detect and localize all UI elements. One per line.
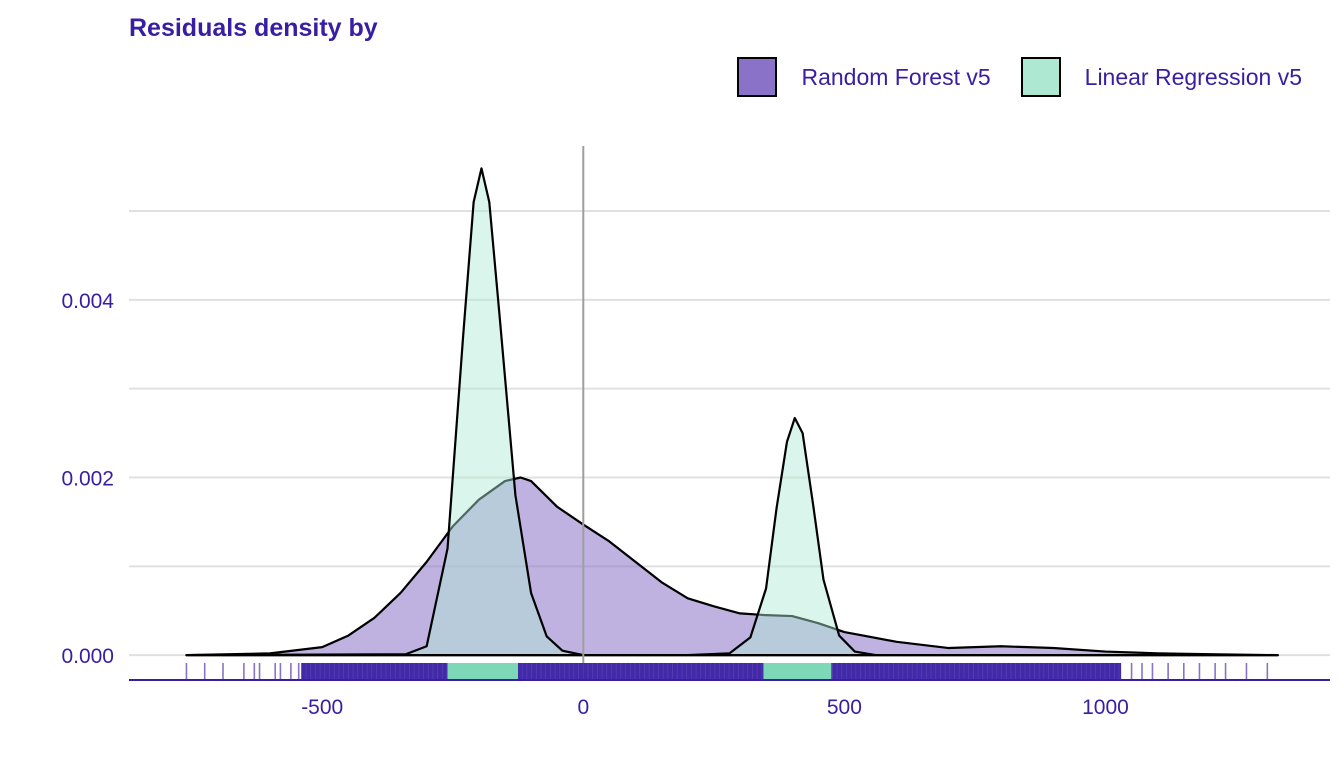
density-area-linear-regression <box>185 167 1279 657</box>
y-tick-label: 0.000 <box>61 645 114 668</box>
grid-layer <box>129 210 1330 657</box>
legend: Random Forest v5 Linear Regression v5 <box>707 57 1302 97</box>
legend-swatch-linear-regression <box>1020 57 1061 97</box>
legend-item-random-forest: Random Forest v5 <box>737 57 991 97</box>
density-area-random-forest <box>185 476 1279 657</box>
rug-layer <box>185 663 1269 680</box>
x-tick-label: 500 <box>827 696 862 719</box>
x-tick-label: 1000 <box>1082 696 1129 719</box>
legend-label-linear-regression: Linear Regression v5 <box>1084 63 1302 90</box>
x-tick-label: -500 <box>301 696 343 719</box>
legend-item-linear-regression: Linear Regression v5 <box>1020 57 1302 97</box>
chart-title: Residuals density by <box>129 14 378 42</box>
density-areas <box>185 167 1279 657</box>
legend-swatch-random-forest <box>737 57 778 97</box>
y-tick-label: 0.002 <box>61 468 114 491</box>
legend-label-random-forest: Random Forest v5 <box>801 63 991 90</box>
rug-band-linear-regression-1 <box>763 663 832 680</box>
x-tick-label: 0 <box>577 696 589 719</box>
y-tick-label: 0.004 <box>61 290 114 313</box>
axis-layer: -500 0 500 1000 0.000 0.002 0.004 <box>61 290 1330 719</box>
rug-band-random-forest <box>301 663 1122 680</box>
rug-band-linear-regression-0 <box>447 663 519 680</box>
